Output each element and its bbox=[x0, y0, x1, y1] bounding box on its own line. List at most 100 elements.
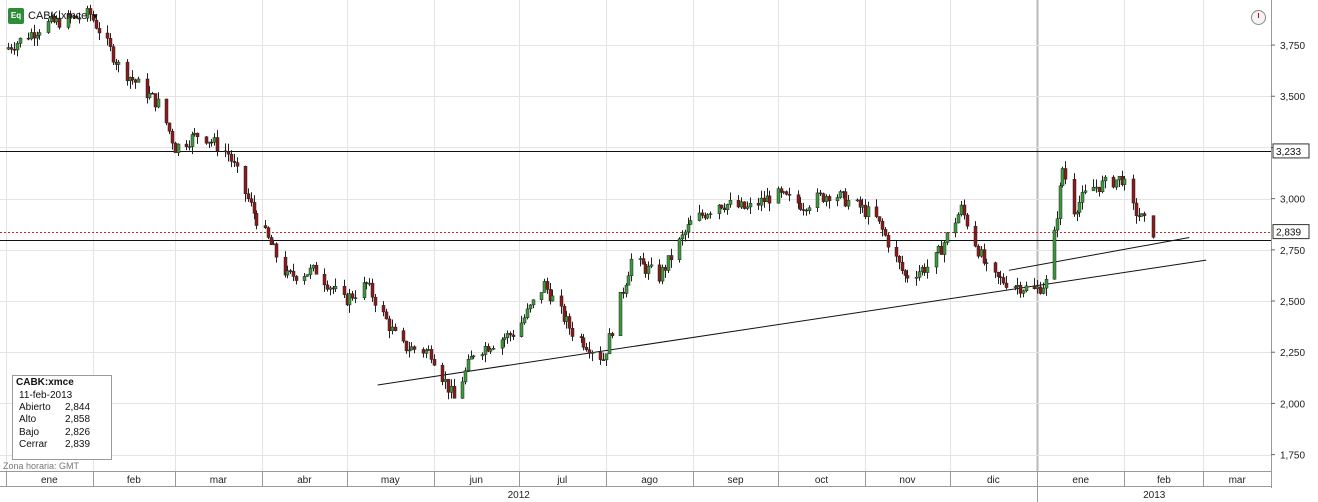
candle-body bbox=[657, 264, 662, 282]
info-value: 2,826 bbox=[65, 426, 91, 438]
candle-body bbox=[443, 378, 448, 382]
candle-body bbox=[722, 207, 727, 211]
candle-body bbox=[35, 35, 40, 39]
candle-body bbox=[1001, 277, 1006, 284]
chart-grid bbox=[0, 0, 1271, 471]
candle-body bbox=[480, 354, 485, 357]
candle-body bbox=[167, 122, 172, 132]
trendline bbox=[1008, 237, 1190, 271]
candle-body bbox=[1094, 186, 1099, 189]
candle-body bbox=[1117, 176, 1122, 181]
candle-body bbox=[226, 151, 231, 155]
candle-body bbox=[863, 204, 868, 217]
triangle-down-icon[interactable]: ▼ bbox=[91, 11, 100, 21]
candle-body bbox=[719, 204, 724, 209]
candle-body bbox=[393, 326, 398, 331]
candle-body bbox=[815, 192, 820, 209]
candle-body bbox=[401, 330, 406, 342]
candle-body bbox=[105, 32, 110, 39]
month-label: abr bbox=[297, 475, 312, 486]
candle-body bbox=[1075, 212, 1080, 215]
price-tag: 2,839 bbox=[1272, 224, 1310, 240]
candle-body bbox=[1055, 218, 1060, 231]
candle-body bbox=[1032, 285, 1037, 289]
candle-body bbox=[962, 204, 967, 216]
candle-body bbox=[488, 348, 493, 352]
candle-body bbox=[1021, 290, 1026, 294]
candle-body bbox=[1131, 178, 1136, 204]
candle-body bbox=[564, 316, 569, 322]
price-levels bbox=[0, 151, 1271, 241]
candle-body bbox=[922, 267, 927, 273]
candle-body bbox=[581, 337, 586, 348]
candle-body bbox=[328, 287, 333, 290]
candle-body bbox=[229, 153, 234, 162]
candle-body bbox=[880, 220, 885, 230]
candle-body bbox=[88, 8, 93, 15]
month-label: mar bbox=[210, 475, 228, 486]
candle-body bbox=[798, 202, 803, 210]
candle-body bbox=[125, 61, 130, 82]
candle-body bbox=[953, 222, 958, 234]
candle-body bbox=[367, 282, 372, 285]
y-tick-label: 2,000 bbox=[1280, 399, 1305, 410]
month-label: dic bbox=[987, 475, 1000, 486]
candle-body bbox=[838, 191, 843, 198]
candle-body bbox=[302, 276, 307, 281]
candle-body bbox=[604, 353, 609, 361]
candle-body bbox=[846, 200, 851, 207]
candle-body bbox=[424, 349, 429, 354]
month-label: ene bbox=[1072, 475, 1089, 486]
candle-body bbox=[643, 264, 648, 274]
candle-body bbox=[914, 277, 919, 279]
candle-body bbox=[801, 209, 806, 211]
candle-body bbox=[508, 333, 513, 336]
candle-body bbox=[700, 212, 705, 216]
candle-body bbox=[390, 326, 395, 331]
candle-body bbox=[446, 378, 451, 393]
info-label: Cerrar bbox=[19, 439, 48, 451]
candle-body bbox=[502, 337, 507, 341]
month-label: feb bbox=[127, 475, 141, 486]
candle-body bbox=[626, 275, 631, 286]
candle-body bbox=[649, 264, 654, 267]
candle-body bbox=[894, 246, 899, 257]
candle-body bbox=[364, 282, 369, 284]
candle-body bbox=[285, 270, 290, 276]
candle-body bbox=[426, 349, 431, 351]
candle-body bbox=[959, 204, 964, 215]
candle-body bbox=[173, 142, 178, 153]
candle-body bbox=[246, 193, 251, 199]
y-tick-label: 3,500 bbox=[1280, 92, 1305, 103]
candle-body bbox=[1015, 284, 1020, 287]
symbol-label[interactable]: CABK:xmce bbox=[28, 10, 88, 22]
candle-body bbox=[629, 258, 634, 276]
candle-body bbox=[1041, 287, 1046, 294]
candle-body bbox=[308, 267, 313, 275]
candle-body bbox=[362, 282, 367, 298]
candle-body bbox=[116, 61, 121, 65]
candle-body bbox=[190, 134, 195, 147]
candle-body bbox=[539, 292, 544, 301]
candle-body bbox=[728, 200, 733, 205]
candle-body bbox=[996, 272, 1001, 277]
candle-body bbox=[998, 276, 1003, 278]
candle-body bbox=[767, 195, 772, 204]
y-tick-label: 1,750 bbox=[1280, 451, 1305, 462]
clock-icon[interactable] bbox=[1251, 10, 1266, 25]
candle-body bbox=[748, 203, 753, 208]
candle-body bbox=[254, 213, 259, 226]
month-label: jun bbox=[469, 475, 483, 486]
candle-body bbox=[807, 207, 812, 211]
candle-body bbox=[776, 188, 781, 204]
candle-body bbox=[759, 197, 764, 206]
candle-body bbox=[550, 295, 555, 302]
candle-body bbox=[688, 220, 693, 225]
candle-body bbox=[291, 270, 296, 277]
candle-body bbox=[412, 346, 417, 350]
candle-body bbox=[511, 334, 516, 337]
candle-body bbox=[779, 188, 784, 193]
candle-body bbox=[68, 13, 73, 18]
candle-body bbox=[660, 267, 665, 282]
equity-badge-icon[interactable]: Eq bbox=[8, 8, 24, 24]
